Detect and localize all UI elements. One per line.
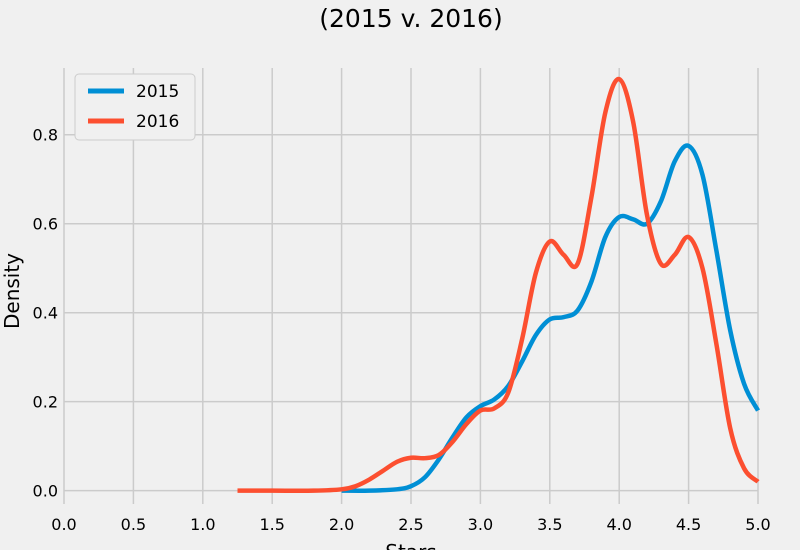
y-tick-labels: 0.0 0.2 0.4 0.6 0.8 [33, 126, 58, 501]
series-lines [237, 76, 760, 494]
y-axis-label: Density [0, 253, 24, 329]
x-tick-label: 2.5 [398, 515, 423, 534]
x-tick-label: 1.0 [190, 515, 215, 534]
x-axis-label: Stars [385, 540, 436, 550]
x-tick-label: 3.5 [537, 515, 562, 534]
x-tick-label: 2.0 [329, 515, 354, 534]
x-tick-label: 0.0 [51, 515, 76, 534]
x-tick-label: 4.5 [676, 515, 701, 534]
y-tick-label: 0.6 [33, 215, 58, 234]
x-gridlines [63, 68, 759, 504]
series-line-2016 [237, 76, 760, 494]
y-tick-label: 0.0 [33, 482, 58, 501]
chart-title: (2015 v. 2016) [319, 4, 502, 33]
legend-label-2016: 2016 [136, 112, 179, 132]
x-tick-label: 5.0 [745, 515, 770, 534]
y-tick-label: 0.2 [33, 393, 58, 412]
y-tick-label: 0.4 [33, 304, 58, 323]
x-tick-label: 4.0 [606, 515, 631, 534]
series-line-2015 [341, 143, 760, 494]
x-tick-label: 3.0 [468, 515, 493, 534]
legend-label-2015: 2015 [136, 82, 179, 102]
y-tick-label: 0.8 [33, 126, 58, 145]
x-tick-label: 0.5 [121, 515, 146, 534]
x-tick-labels: 0.0 0.5 1.0 1.5 2.0 2.5 3.0 3.5 4.0 4.5 5.0 [51, 515, 770, 534]
legend: 2015 2016 [74, 73, 196, 141]
x-tick-label: 1.5 [259, 515, 284, 534]
